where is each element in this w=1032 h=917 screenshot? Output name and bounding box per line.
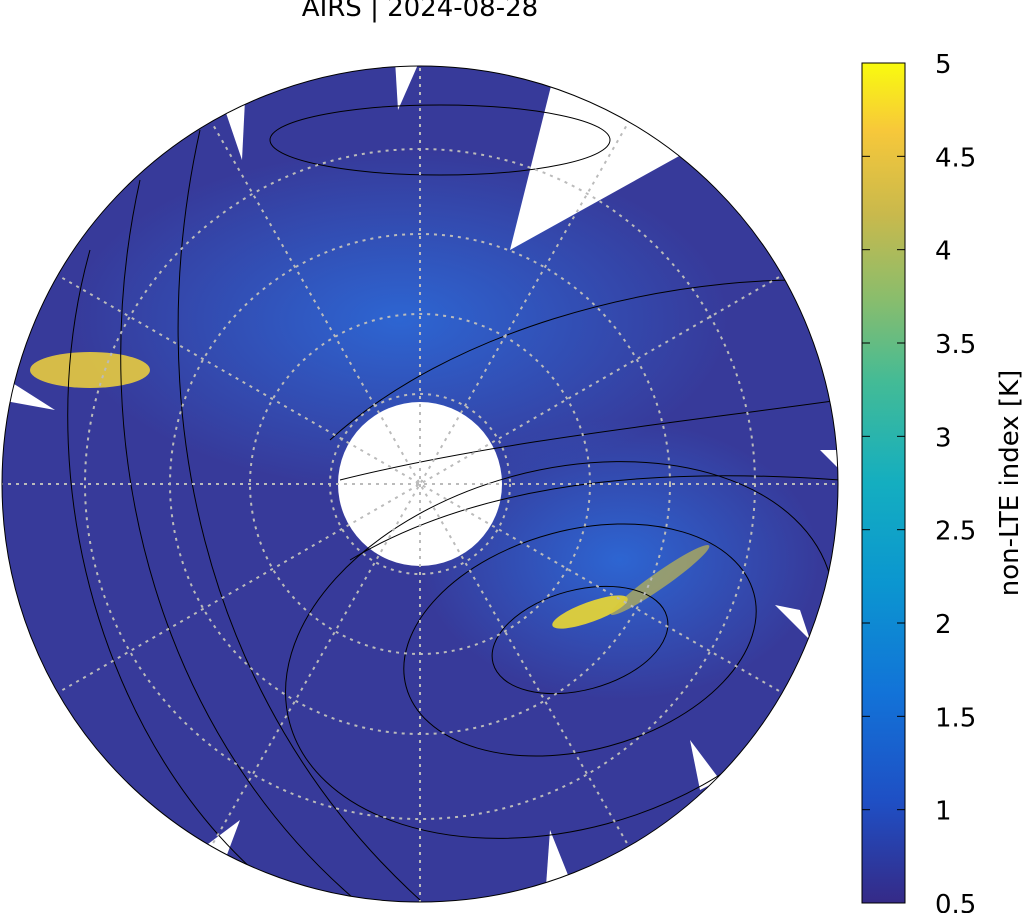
- hotspot: [610, 544, 710, 616]
- data-gap: [510, 70, 690, 250]
- data-gap: [690, 740, 720, 790]
- tick-label: 1: [935, 797, 952, 827]
- colorbar-ticks: 0.5 1 1.5 2 2.5 3 3.5 4 4.5 5: [862, 50, 976, 917]
- tick-label: 2: [935, 610, 952, 640]
- data-gap: [820, 450, 838, 470]
- data-gap: [395, 66, 420, 110]
- colorbar-label: non-LTE index [K]: [995, 370, 1025, 596]
- enhanced-region: [420, 420, 820, 700]
- hotspot: [552, 595, 628, 629]
- tick-label: 3: [935, 423, 952, 453]
- tick-label: 4.5: [935, 143, 976, 173]
- enhanced-region: [70, 150, 730, 490]
- title: AIRS | 2024-08-28: [302, 0, 538, 23]
- tick-label: 1.5: [935, 703, 976, 733]
- graticule: [2, 66, 838, 902]
- data-gap: [775, 605, 810, 640]
- hotspot: [30, 352, 150, 388]
- tick-label: 0.5: [935, 890, 976, 913]
- tick-label: 3.5: [935, 330, 976, 360]
- tick-label: 5: [935, 50, 952, 80]
- map-border: [1, 65, 839, 903]
- tick-label: 4: [935, 237, 952, 267]
- contours: [67, 104, 838, 902]
- colorbar: [861, 62, 906, 904]
- tick-label: 2.5: [935, 517, 976, 547]
- map: [2, 66, 838, 902]
- data-gap: [225, 100, 245, 160]
